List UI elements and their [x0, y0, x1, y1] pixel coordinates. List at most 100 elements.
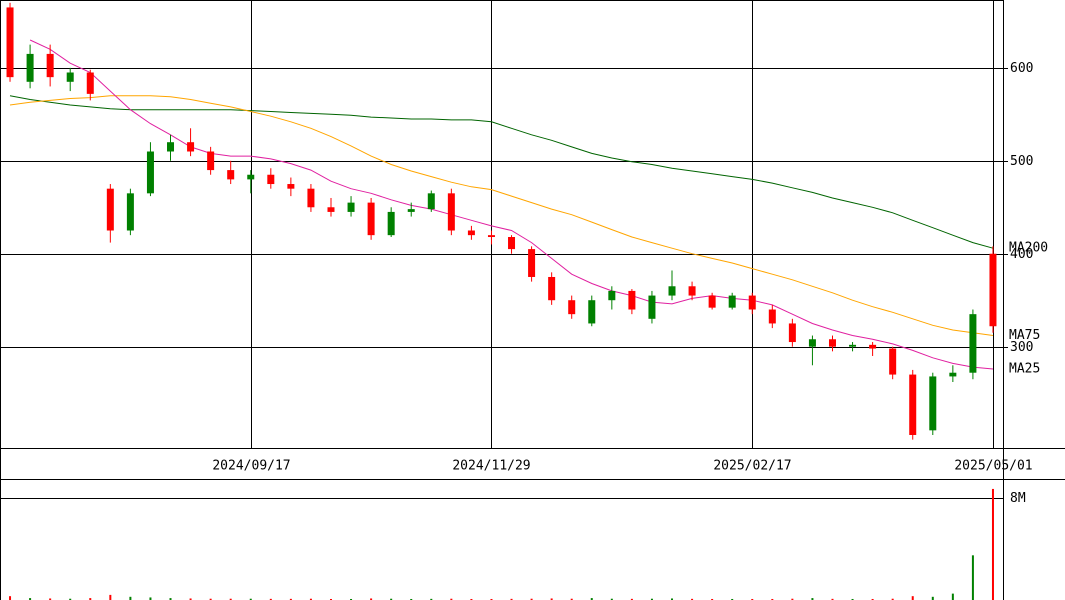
candle-body	[367, 202, 375, 236]
volume-bar	[289, 598, 292, 600]
y-tick-label: 500	[1010, 154, 1033, 169]
volume-bar	[390, 598, 393, 600]
x-tick-label: 2025/02/17	[713, 459, 791, 474]
volume-bar	[169, 598, 172, 600]
volume-bar	[510, 598, 513, 600]
candle-body	[768, 309, 776, 324]
volume-bar	[731, 598, 734, 600]
volume-bar	[931, 596, 934, 600]
volume-bar	[590, 598, 593, 600]
x-tick-label: 2024/09/17	[212, 459, 290, 474]
candle-body	[247, 174, 255, 180]
volume-bar	[149, 597, 152, 600]
volume-bar	[490, 598, 493, 600]
volume-bar	[89, 598, 92, 600]
volume-bar	[991, 488, 994, 600]
candle-body	[708, 295, 716, 308]
volume-bar	[530, 598, 533, 600]
candle-body	[728, 295, 736, 308]
candle-body	[347, 202, 355, 212]
candle-body	[588, 300, 596, 324]
candle-body	[548, 276, 556, 301]
candle-body	[167, 142, 175, 152]
candle-body	[187, 142, 195, 152]
candle-body	[407, 209, 415, 212]
candle-body	[949, 372, 957, 377]
candle-body	[528, 249, 536, 277]
candle-body	[989, 253, 997, 327]
volume-bar	[831, 598, 834, 600]
candle-body	[849, 344, 857, 347]
x-tick-label: 2024/11/29	[452, 459, 530, 474]
y-tick-label: 600	[1010, 61, 1033, 76]
candle-body	[628, 290, 636, 310]
moving-average-line	[9, 95, 994, 336]
candle-body	[146, 151, 154, 194]
candle-body	[748, 295, 756, 310]
volume-bar	[189, 598, 192, 600]
volume-bar	[350, 598, 353, 600]
volume-bar	[711, 598, 714, 600]
volume-bar	[951, 593, 954, 600]
candle-body	[608, 290, 616, 301]
candle-body	[46, 53, 54, 78]
candle-body	[828, 339, 836, 347]
volume-bar	[650, 598, 653, 600]
candle-body	[668, 286, 676, 296]
candle-body	[568, 300, 576, 315]
volume-bar	[550, 598, 553, 600]
candle-body	[6, 7, 14, 78]
candle-body	[909, 374, 917, 435]
series-label: MA200	[1009, 241, 1048, 256]
volume-bar	[410, 598, 413, 600]
candle-body	[106, 188, 114, 231]
volume-bar	[9, 596, 12, 600]
candle-body	[26, 53, 34, 82]
volume-bar	[691, 598, 694, 600]
candle-body	[327, 207, 335, 212]
volume-bar	[851, 598, 854, 600]
series-label: MA25	[1009, 361, 1040, 376]
volume-bar	[209, 598, 212, 600]
candle-body	[387, 211, 395, 236]
volume-bar	[69, 598, 72, 600]
volume-bar	[29, 598, 32, 600]
candle-body	[808, 339, 816, 347]
volume-bar	[751, 598, 754, 600]
candle-body	[307, 188, 315, 208]
candle-body	[467, 230, 475, 236]
candle-body	[648, 295, 656, 319]
volume-bar	[49, 598, 52, 600]
volume-bar	[470, 598, 473, 600]
volume-bar	[229, 598, 232, 600]
volume-bar	[971, 555, 974, 600]
candle-body	[427, 193, 435, 210]
candle-body	[969, 314, 977, 373]
volume-bar	[309, 598, 312, 600]
volume-bar	[109, 594, 112, 600]
y-tick-label: 8M	[1010, 491, 1026, 506]
volume-bar	[871, 598, 874, 600]
candle-body	[86, 72, 94, 94]
candle-body	[487, 235, 495, 238]
volume-bar	[771, 598, 774, 600]
candle-body	[688, 286, 696, 296]
candle-body	[207, 151, 215, 171]
volume-bar	[249, 598, 252, 600]
volume-bar	[630, 598, 633, 600]
candle-body	[227, 170, 235, 180]
volume-bar	[671, 598, 674, 600]
volume-bar	[811, 598, 814, 600]
volume-bar	[891, 598, 894, 600]
volume-bar	[570, 598, 573, 600]
volume-bar	[430, 598, 433, 600]
moving-average-line	[9, 95, 994, 249]
y-tick-label: 300	[1010, 340, 1033, 355]
candle-body	[66, 72, 74, 82]
volume-bar	[911, 596, 914, 600]
volume-bar	[129, 596, 132, 600]
candle-body	[889, 348, 897, 375]
candle-body	[267, 174, 275, 185]
